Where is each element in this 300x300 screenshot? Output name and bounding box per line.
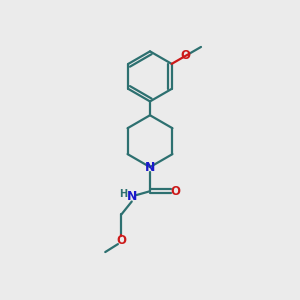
Text: O: O	[116, 234, 126, 247]
Text: O: O	[181, 49, 191, 62]
Text: O: O	[171, 185, 181, 198]
Text: H: H	[119, 189, 128, 199]
Text: N: N	[127, 190, 137, 203]
Text: N: N	[145, 160, 155, 174]
